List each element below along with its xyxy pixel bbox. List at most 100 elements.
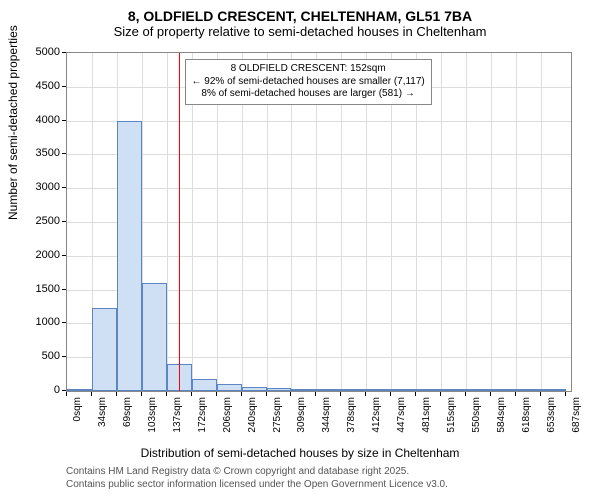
gridline-v <box>541 53 542 391</box>
x-tick-label: 69sqm <box>122 397 133 447</box>
y-tick-mark <box>62 52 66 53</box>
x-tick-mark <box>241 392 242 396</box>
y-tick-mark <box>62 153 66 154</box>
annotation-line: 8 OLDFIELD CRESCENT: 152sqm <box>192 63 425 76</box>
chart-container: 8, OLDFIELD CRESCENT, CHELTENHAM, GL51 7… <box>0 0 600 500</box>
x-tick-label: 687sqm <box>571 397 582 447</box>
x-tick-mark <box>465 392 466 396</box>
x-tick-mark <box>565 392 566 396</box>
histogram-bar <box>516 389 541 391</box>
histogram-bar <box>117 121 142 391</box>
x-tick-label: 137sqm <box>172 397 183 447</box>
y-tick-mark <box>62 322 66 323</box>
gridline-v <box>466 53 467 391</box>
histogram-bar <box>366 389 391 391</box>
x-tick-mark <box>266 392 267 396</box>
x-tick-mark <box>440 392 441 396</box>
histogram-bar <box>466 389 491 391</box>
x-tick-label: 344sqm <box>321 397 332 447</box>
y-tick-label: 3500 <box>0 147 60 159</box>
x-tick-label: 275sqm <box>272 397 283 447</box>
histogram-bar <box>242 387 267 391</box>
x-tick-mark <box>216 392 217 396</box>
x-tick-mark <box>415 392 416 396</box>
x-tick-label: 618sqm <box>521 397 532 447</box>
x-tick-label: 206sqm <box>222 397 233 447</box>
plot-area: 8 OLDFIELD CRESCENT: 152sqm← 92% of semi… <box>66 52 572 392</box>
y-tick-label: 3000 <box>0 181 60 193</box>
x-tick-mark <box>315 392 316 396</box>
gridline-v <box>491 53 492 391</box>
y-tick-mark <box>62 120 66 121</box>
footer-line-2: Contains public sector information licen… <box>66 479 448 492</box>
y-tick-label: 2500 <box>0 215 60 227</box>
chart-subtitle: Size of property relative to semi-detach… <box>0 24 600 45</box>
histogram-bar <box>391 389 416 391</box>
x-tick-mark <box>540 392 541 396</box>
x-tick-mark <box>66 392 67 396</box>
x-tick-label: 309sqm <box>296 397 307 447</box>
histogram-bar <box>491 389 516 391</box>
y-tick-mark <box>62 390 66 391</box>
y-tick-label: 2000 <box>0 249 60 261</box>
y-tick-label: 1000 <box>0 316 60 328</box>
y-tick-mark <box>62 86 66 87</box>
y-tick-label: 4000 <box>0 114 60 126</box>
histogram-bar <box>142 283 167 391</box>
x-tick-label: 378sqm <box>346 397 357 447</box>
y-tick-label: 0 <box>0 384 60 396</box>
x-tick-mark <box>515 392 516 396</box>
chart-title: 8, OLDFIELD CRESCENT, CHELTENHAM, GL51 7… <box>0 0 600 24</box>
x-axis-label: Distribution of semi-detached houses by … <box>0 446 600 460</box>
x-tick-mark <box>141 392 142 396</box>
gridline-v <box>516 53 517 391</box>
x-tick-label: 103sqm <box>147 397 158 447</box>
y-tick-mark <box>62 289 66 290</box>
y-tick-mark <box>62 187 66 188</box>
reference-line <box>179 53 180 391</box>
annotation-line: ← 92% of semi-detached houses are smalle… <box>192 76 425 89</box>
y-tick-mark <box>62 221 66 222</box>
x-tick-mark <box>116 392 117 396</box>
y-tick-label: 5000 <box>0 46 60 58</box>
x-tick-mark <box>166 392 167 396</box>
x-tick-label: 412sqm <box>371 397 382 447</box>
x-tick-mark <box>365 392 366 396</box>
x-tick-label: 240sqm <box>247 397 258 447</box>
x-tick-label: 481sqm <box>421 397 432 447</box>
x-tick-label: 172sqm <box>197 397 208 447</box>
annotation-line: 8% of semi-detached houses are larger (5… <box>192 88 425 101</box>
y-tick-label: 500 <box>0 350 60 362</box>
gridline-v <box>167 53 168 391</box>
x-tick-label: 447sqm <box>396 397 407 447</box>
histogram-bar <box>316 389 341 391</box>
histogram-bar <box>192 379 217 391</box>
histogram-bar <box>291 389 316 391</box>
x-tick-label: 0sqm <box>72 397 83 447</box>
x-tick-label: 550sqm <box>471 397 482 447</box>
x-tick-mark <box>390 392 391 396</box>
x-tick-label: 34sqm <box>97 397 108 447</box>
histogram-bar <box>92 308 117 391</box>
y-tick-mark <box>62 356 66 357</box>
histogram-bar <box>416 389 441 391</box>
x-tick-label: 653sqm <box>546 397 557 447</box>
histogram-bar <box>217 384 242 391</box>
histogram-bar <box>441 389 466 391</box>
x-tick-label: 515sqm <box>446 397 457 447</box>
attribution: Contains HM Land Registry data © Crown c… <box>66 466 448 491</box>
histogram-bar <box>341 389 366 391</box>
gridline-v <box>441 53 442 391</box>
x-tick-mark <box>91 392 92 396</box>
footer-line-1: Contains HM Land Registry data © Crown c… <box>66 466 448 479</box>
y-tick-label: 1500 <box>0 283 60 295</box>
x-tick-mark <box>490 392 491 396</box>
y-tick-label: 4500 <box>0 80 60 92</box>
annotation-box: 8 OLDFIELD CRESCENT: 152sqm← 92% of semi… <box>185 59 432 105</box>
x-tick-mark <box>290 392 291 396</box>
x-tick-mark <box>191 392 192 396</box>
histogram-bar <box>541 389 566 391</box>
histogram-bar <box>67 389 92 391</box>
x-tick-mark <box>340 392 341 396</box>
y-tick-mark <box>62 255 66 256</box>
